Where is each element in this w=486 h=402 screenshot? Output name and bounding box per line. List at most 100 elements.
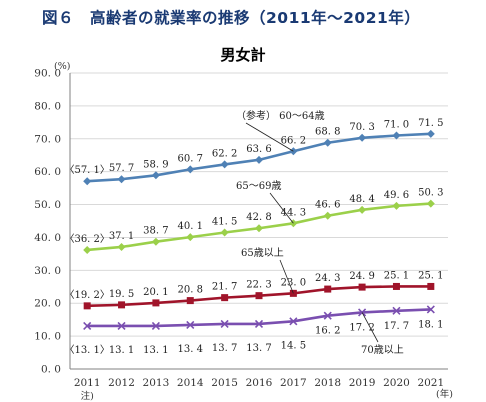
series-70-plus-data-label: 17. 7	[384, 321, 409, 332]
series-60-64-data-label: 57. 7	[109, 163, 134, 174]
series-60-64-point	[323, 138, 332, 147]
series-65-69-point	[83, 245, 92, 254]
series-70-plus-data-label: 13. 7	[246, 343, 271, 354]
series-65-69-point	[186, 233, 195, 242]
x-tick-label: 2019	[349, 377, 376, 389]
series-70-plus-point	[117, 321, 126, 330]
series-65-plus-point	[358, 283, 366, 291]
series-65-69-data-label: 40. 1	[178, 221, 203, 232]
series-60-64-data-label: 71. 5	[418, 118, 443, 129]
series-60-64-point	[426, 129, 435, 138]
series-65-plus-point	[83, 302, 91, 310]
series-70-plus-point	[83, 321, 92, 330]
series-70-plus-data-label: 17. 2	[349, 322, 374, 333]
series-65-69-data-label: 44. 3	[281, 207, 306, 218]
series-65-plus-point	[255, 292, 263, 300]
x-tick-label: 2013	[143, 377, 170, 389]
series-65-69-leader-line	[269, 192, 294, 224]
y-tick-label: 30. 0	[34, 265, 61, 277]
x-tick-label: 2021	[417, 377, 444, 389]
series-65-plus-data-label: 20. 1	[143, 287, 168, 298]
series-65-69-data-label: 42. 8	[246, 212, 271, 223]
series-60-64-point	[255, 155, 263, 164]
series-70-plus-point	[289, 317, 298, 326]
y-tick-label: 70. 0	[34, 133, 61, 145]
series-70-plus-data-label: 〈13. 1〉	[64, 344, 109, 356]
series-60-64-data-label: 70. 3	[349, 122, 374, 133]
y-tick-label: 20. 0	[34, 298, 61, 310]
series-65-69-name-label: 65～69歳	[236, 180, 281, 192]
series-65-plus-data-label: 24. 9	[349, 271, 374, 282]
series-65-69-point	[117, 242, 126, 251]
series-60-64-data-label: 63. 6	[246, 144, 271, 155]
series-65-69-data-label: 〈36. 2〉	[64, 233, 109, 245]
series-70-plus-point	[254, 319, 264, 329]
y-tick-label: 90. 0	[34, 68, 61, 80]
series-70-plus-point	[392, 306, 401, 315]
x-note: 注)	[81, 390, 94, 402]
series-65-plus-data-label: 25. 1	[418, 270, 443, 281]
series-65-69-point	[392, 201, 401, 210]
series-65-plus-data-label: 24. 3	[315, 273, 340, 284]
series-60-64-point	[186, 165, 195, 174]
series-65-69-point	[358, 205, 367, 214]
series-60-64-point	[83, 177, 92, 186]
series-65-69-point	[220, 228, 229, 237]
series-60-64-name-label: （参考） 60～64歳	[236, 109, 325, 122]
x-tick-label: 2020	[383, 377, 410, 389]
x-tick-label: 2017	[280, 377, 307, 389]
series-70-plus-data-label: 13. 1	[109, 345, 134, 356]
series-65-plus-data-label: 19. 5	[109, 289, 134, 300]
series-70-plus-point	[323, 311, 332, 320]
series-60-64-data-label: 60. 7	[178, 153, 203, 164]
series-60-64-data-label: 68. 8	[315, 127, 340, 138]
series-65-69-data-label: 38. 7	[143, 226, 168, 237]
series-70-plus-data-label: 13. 7	[212, 343, 237, 354]
x-tick-label: 2015	[211, 377, 238, 389]
x-tick-label: 2016	[246, 377, 273, 389]
x-tick-label: 2011	[74, 377, 101, 389]
series-65-plus-point	[152, 299, 160, 307]
series-70-plus-point	[186, 320, 195, 329]
y-tick-label: 50. 0	[34, 199, 61, 211]
series-65-69-data-label: 46. 6	[315, 200, 340, 211]
series-65-69-point	[323, 211, 332, 220]
series-65-plus-data-label: 21. 7	[212, 282, 237, 293]
series-65-plus-point	[427, 282, 435, 290]
series-65-69-point	[426, 199, 435, 208]
series-65-plus-data-label: 22. 3	[246, 280, 271, 291]
series-65-plus-point	[392, 282, 400, 290]
series-65-plus-name-label: 65歳以上	[241, 247, 284, 259]
series-65-69-data-label: 49. 6	[384, 190, 409, 201]
y-tick-label: 10. 0	[34, 331, 61, 343]
series-60-64-data-label: 71. 0	[384, 119, 409, 130]
series-70-plus-leader-line	[361, 312, 379, 343]
y-tick-label: 40. 0	[34, 232, 61, 244]
series-65-plus-data-label: 〈19. 2〉	[64, 289, 109, 301]
series-65-plus-data-label: 25. 1	[384, 270, 409, 281]
series-60-64-point	[117, 175, 126, 184]
series-60-64-point	[220, 160, 229, 169]
series-65-69-point	[151, 237, 160, 246]
chart-title: 男女計	[220, 46, 266, 64]
series-65-69-data-label: 50. 3	[418, 188, 443, 199]
y-tick-label: 80. 0	[34, 100, 61, 112]
series-70-plus-point	[358, 308, 367, 317]
series-60-64-data-label: 62. 2	[212, 148, 237, 159]
series-60-64-point	[151, 171, 160, 180]
series-65-69-data-label: 41. 5	[212, 217, 237, 228]
y-unit-label: (%)	[54, 61, 70, 72]
y-tick-label: 0. 0	[41, 364, 61, 376]
series-65-69-data-label: 48. 4	[349, 194, 374, 205]
series-65-69-data-label: 37. 1	[109, 231, 134, 242]
x-tick-label: 2014	[177, 377, 204, 389]
x-tick-label: 2012	[108, 377, 135, 389]
x-unit-label: (年)	[436, 388, 453, 400]
series-60-64-leader-line	[245, 122, 294, 152]
series-70-plus-point	[220, 319, 229, 329]
series-70-plus-name-label: 70歳以上	[361, 344, 404, 356]
series-60-64-data-label: 58. 9	[143, 159, 168, 170]
series-70-plus-data-label: 14. 5	[281, 340, 306, 351]
series-65-plus-point	[324, 285, 332, 293]
